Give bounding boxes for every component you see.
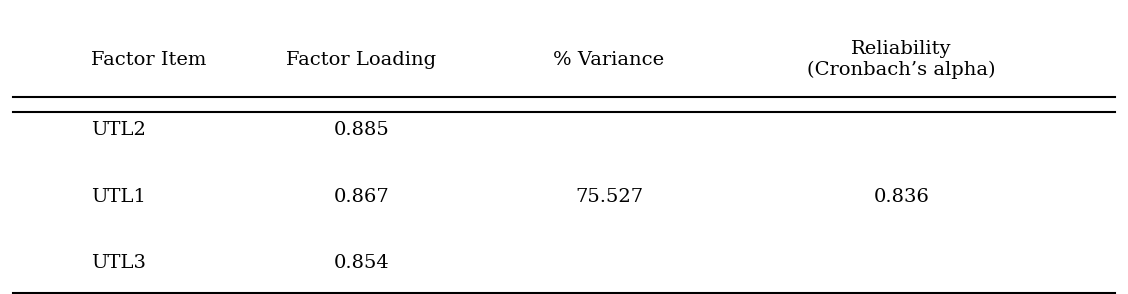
Text: 0.885: 0.885 (334, 121, 389, 138)
Text: % Variance: % Variance (554, 51, 664, 69)
Text: Factor Loading: Factor Loading (287, 51, 437, 69)
Text: 75.527: 75.527 (575, 188, 643, 206)
Text: Reliability
(Cronbach’s alpha): Reliability (Cronbach’s alpha) (808, 40, 996, 79)
Text: 0.836: 0.836 (873, 188, 929, 206)
Text: 0.854: 0.854 (334, 255, 389, 273)
Text: UTL2: UTL2 (91, 121, 147, 138)
Text: UTL1: UTL1 (91, 188, 147, 206)
Text: 0.867: 0.867 (334, 188, 389, 206)
Text: Factor Item: Factor Item (91, 51, 206, 69)
Text: UTL3: UTL3 (91, 255, 147, 273)
